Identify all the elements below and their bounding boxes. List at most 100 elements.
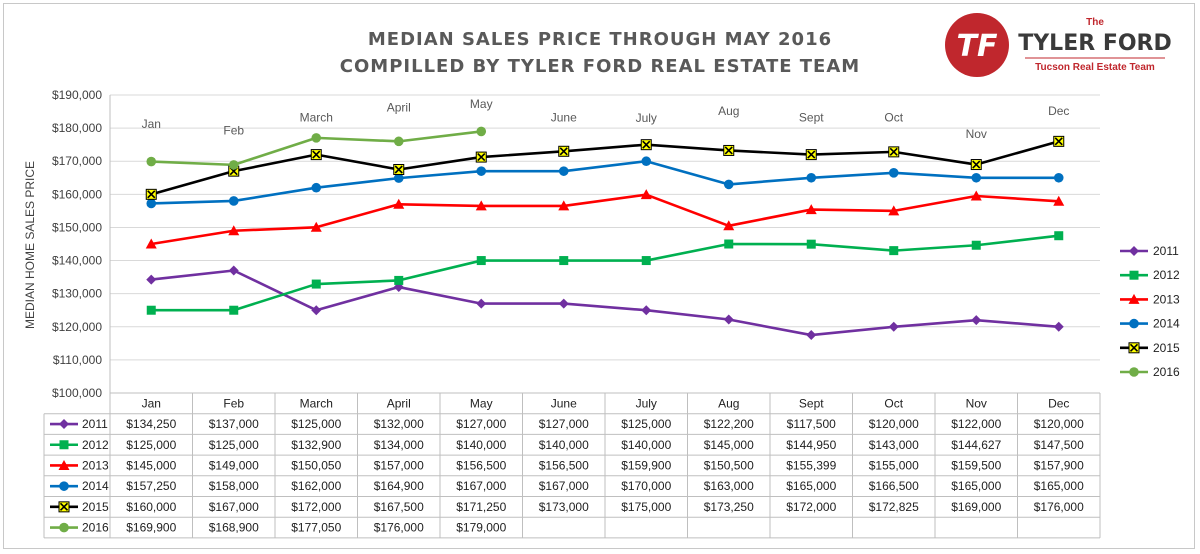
table-cell: $145,000 [704, 438, 754, 452]
data-point [1053, 321, 1064, 332]
table-cell: $158,000 [209, 479, 259, 493]
data-point [971, 172, 982, 183]
table-cell: $156,500 [456, 458, 506, 472]
data-point [888, 146, 900, 158]
table-cell: $170,000 [621, 479, 671, 493]
y-tick-label: $140,000 [52, 254, 102, 268]
month-annotation: April [387, 101, 411, 115]
data-point [723, 179, 734, 190]
table-cell: $157,250 [126, 479, 176, 493]
data-point [228, 196, 239, 206]
data-point [559, 256, 569, 266]
logo-monogram: TF [957, 29, 998, 64]
legend: 2011 2012 2013 2014 2015 2016 [1120, 244, 1180, 379]
table-cell: $172,825 [869, 500, 919, 514]
data-point [475, 200, 487, 211]
month-annotation: March [300, 110, 333, 124]
data-point [393, 164, 405, 175]
data-point [476, 126, 487, 137]
data-point [229, 305, 239, 315]
legend-entry: 2011 [1153, 244, 1179, 258]
chart-frame [3, 3, 1195, 549]
month-annotation: July [636, 111, 657, 125]
data-point [311, 182, 322, 193]
table-cell: $145,000 [126, 458, 176, 472]
table-cell: $140,000 [621, 438, 671, 452]
series-line-2013 [151, 193, 1059, 246]
table-cell: $169,900 [126, 521, 176, 535]
logo-name: TYLER FORD [1018, 31, 1172, 56]
table-cell: $120,000 [1034, 417, 1084, 431]
data-point [311, 305, 322, 316]
data-point [145, 188, 157, 200]
logo-tagline: Tucson Real Estate Team [1035, 62, 1155, 73]
series-lines [150, 130, 1060, 337]
data-point-cross [394, 165, 403, 174]
month-annotation: Nov [966, 127, 987, 141]
data-point [58, 459, 70, 470]
x-tick-label: July [636, 397, 657, 411]
data-point [971, 315, 982, 326]
logo-emblem [945, 13, 1009, 77]
data-point [640, 139, 652, 151]
data-point [558, 298, 569, 309]
y-tick-label: $130,000 [52, 287, 102, 301]
table-cell: $127,000 [539, 417, 589, 431]
table-cell: $172,000 [291, 500, 341, 514]
data-point [1128, 342, 1140, 354]
table-cell: $120,000 [869, 417, 919, 431]
table-cell: $132,000 [374, 417, 424, 431]
table-cell: $155,000 [869, 458, 919, 472]
data-point [724, 239, 734, 249]
table-cell: $165,000 [1034, 479, 1084, 493]
table-cell: $167,000 [456, 479, 506, 493]
data-point [145, 238, 157, 249]
data-point [1129, 270, 1139, 280]
data-point-cross [724, 146, 733, 155]
table-cell: $157,000 [374, 458, 424, 472]
x-tick-label: May [470, 397, 493, 411]
data-point [59, 481, 69, 491]
table-cell: $179,000 [456, 521, 506, 535]
table-cell: $164,900 [374, 479, 424, 493]
table-cell: $175,000 [621, 500, 671, 514]
x-tick-label: March [300, 397, 333, 411]
legend-entry: 2012 [1153, 268, 1180, 282]
x-tick-label: Aug [718, 397, 739, 411]
table-cell: $122,200 [704, 417, 754, 431]
table-cell: $125,000 [291, 417, 341, 431]
data-point [723, 220, 735, 231]
x-tick-label: Jan [142, 397, 161, 411]
table-cell: $167,000 [209, 500, 259, 514]
table-cell: $177,050 [291, 521, 341, 535]
table-row-label: 2011 [82, 417, 108, 431]
data-point [310, 221, 322, 232]
data-point [1053, 135, 1065, 147]
table-cell: $157,900 [1034, 458, 1084, 472]
x-tick-label: April [387, 397, 411, 411]
table-cell: $159,500 [951, 458, 1001, 472]
legend-entry: 2015 [1153, 341, 1180, 355]
data-point [475, 151, 487, 163]
logo: TF The TYLER FORD Tucson Real Estate Tea… [945, 13, 1172, 77]
table-cell: $143,000 [869, 438, 919, 452]
table-cell: $176,000 [374, 521, 424, 535]
table-cell: $144,950 [786, 438, 836, 452]
table-cell: $137,000 [209, 417, 259, 431]
data-point [641, 305, 652, 316]
data-point-cross [559, 147, 568, 156]
chart-title-line2: COMPILLED BY TYLER FORD REAL ESTATE TEAM [340, 56, 860, 77]
chart-title-line1: MEDIAN SALES PRICE THROUGH MAY 2016 [368, 29, 832, 50]
month-annotations: Jan Feb March April May June July Aug Sept Oct Nov… [142, 97, 1070, 141]
series-line-2015 [150, 140, 1060, 196]
data-point [311, 279, 321, 289]
data-point [805, 204, 817, 215]
data-point-cross [972, 160, 981, 169]
data-point [558, 200, 570, 211]
table-cell: $127,000 [456, 417, 506, 431]
table-cell: $168,900 [209, 521, 259, 535]
data-table: Jan Feb March April May June July Aug Sept Oct Nov… [43, 392, 1101, 539]
data-point [311, 133, 322, 143]
legend-entry: 2013 [1153, 292, 1180, 306]
data-point [59, 522, 69, 533]
